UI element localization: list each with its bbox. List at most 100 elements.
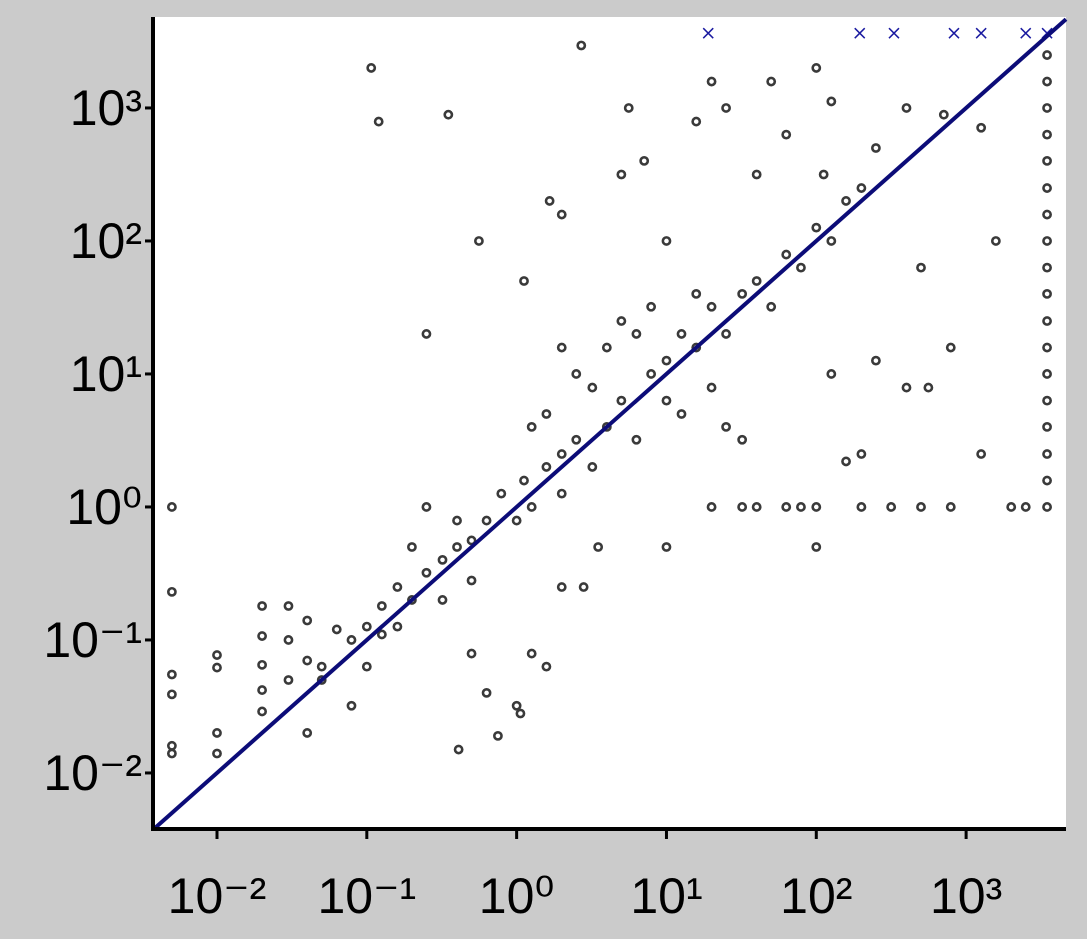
point: [811, 502, 822, 512]
point: [1042, 475, 1052, 486]
point: [346, 635, 357, 645]
point: [556, 209, 567, 220]
point: [676, 329, 687, 339]
point: [556, 449, 567, 459]
point: [283, 635, 294, 645]
point: [346, 700, 357, 711]
point: [1042, 76, 1052, 87]
point: [166, 689, 177, 700]
point: [976, 449, 987, 459]
point: [691, 288, 702, 299]
point: [639, 155, 650, 166]
point: [1042, 395, 1052, 406]
point: [923, 382, 934, 393]
point: [1042, 369, 1052, 379]
point: [1042, 316, 1052, 326]
point: [871, 355, 881, 366]
x-tick-label: 10³: [930, 868, 1002, 924]
point: [453, 744, 464, 755]
point: [916, 502, 926, 512]
point: [212, 662, 222, 673]
point: [631, 434, 642, 445]
point: [616, 316, 627, 326]
point: [856, 449, 867, 459]
point: [811, 63, 822, 73]
point: [938, 109, 949, 120]
point: [976, 122, 987, 133]
point: [1042, 129, 1052, 140]
point: [1042, 421, 1052, 432]
point: [541, 661, 552, 672]
point: [706, 502, 717, 512]
point: [578, 582, 589, 592]
point: [437, 595, 448, 605]
point: [257, 706, 267, 717]
x-marker: [1020, 27, 1032, 39]
point: [766, 76, 777, 87]
point: [407, 542, 417, 552]
point: [1042, 502, 1052, 512]
point: [721, 421, 731, 432]
point: [283, 675, 294, 685]
point: [826, 236, 837, 246]
point: [541, 462, 552, 472]
point: [751, 169, 762, 180]
point: [511, 515, 522, 526]
point: [1042, 50, 1052, 60]
point: [1042, 236, 1052, 246]
point: [421, 329, 432, 339]
y-tick-label: 10²: [70, 213, 142, 269]
point: [361, 621, 372, 632]
point: [661, 236, 672, 246]
point: [646, 369, 657, 379]
point: [392, 621, 403, 632]
point: [706, 382, 717, 393]
point: [526, 648, 537, 659]
point: [811, 542, 822, 552]
x-marker: [948, 27, 960, 39]
point: [1042, 342, 1052, 353]
x-marker: [854, 27, 866, 39]
point: [593, 542, 604, 552]
point: [556, 582, 567, 592]
point: [376, 601, 387, 611]
point: [676, 409, 687, 419]
x-tick-label: 10⁻¹: [317, 868, 416, 924]
point: [1006, 502, 1017, 512]
x-tick-label: 10⁰: [479, 868, 555, 924]
point: [302, 615, 313, 626]
x-tick-label: 10⁻²: [168, 868, 267, 924]
y-tick-label: 10⁻¹: [43, 612, 142, 668]
point: [826, 96, 837, 107]
point: [571, 369, 582, 379]
point: [481, 515, 492, 526]
point: [811, 222, 822, 233]
point: [841, 456, 851, 467]
point: [257, 601, 267, 611]
point: [661, 542, 672, 552]
point: [392, 582, 403, 592]
point: [587, 382, 598, 393]
point: [901, 382, 912, 393]
point: [511, 700, 522, 711]
point: [1042, 155, 1052, 166]
point: [302, 655, 313, 666]
point: [1042, 449, 1052, 459]
point: [493, 730, 503, 741]
point: [257, 631, 267, 641]
point: [661, 355, 672, 366]
point: [818, 169, 829, 180]
point: [407, 595, 417, 605]
point: [526, 421, 537, 432]
point: [1020, 502, 1031, 512]
point: [826, 369, 837, 379]
point: [646, 301, 657, 312]
x-marker: [975, 27, 987, 39]
point: [1042, 183, 1052, 193]
point: [452, 542, 462, 552]
point: [212, 748, 222, 759]
point: [166, 748, 177, 759]
point: [212, 728, 222, 738]
point: [616, 395, 627, 406]
point: [474, 236, 484, 246]
